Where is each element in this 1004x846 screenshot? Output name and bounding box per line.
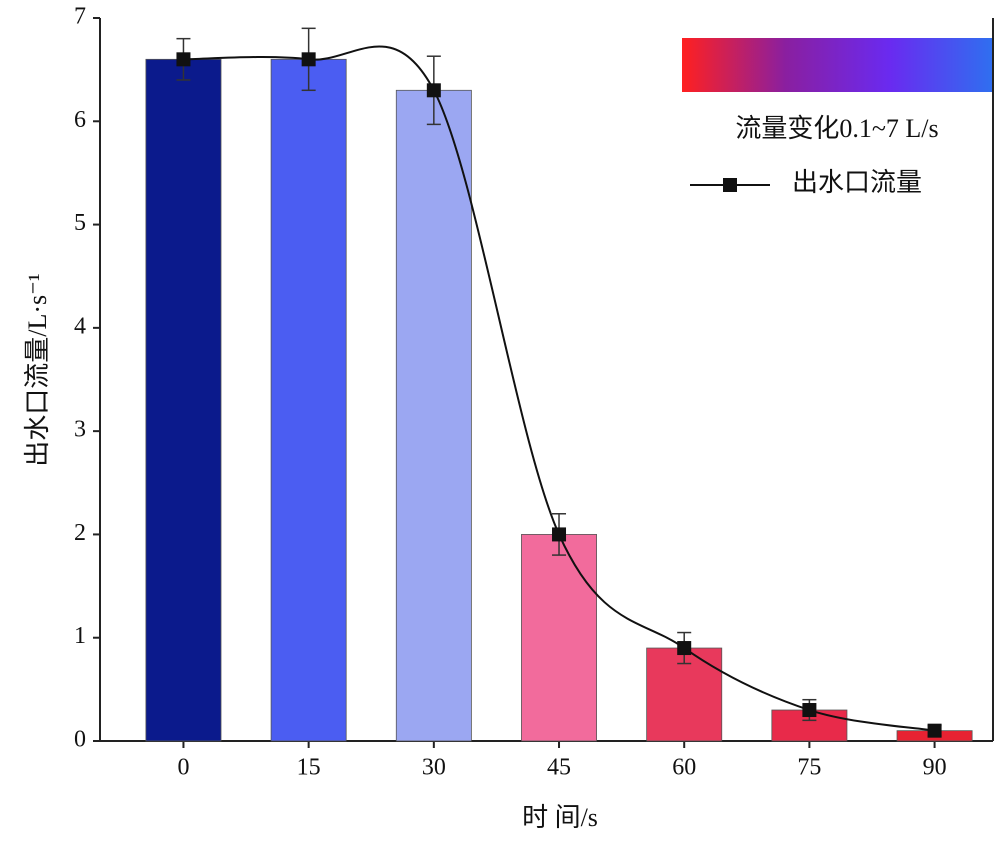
line-marker: [927, 723, 942, 738]
line-marker: [677, 641, 692, 656]
y-tick-label: 7: [74, 4, 86, 30]
bar: [395, 89, 472, 742]
legend-label: 出水口流量: [792, 168, 922, 197]
y-axis-label: 出水口流量/L·s⁻¹: [23, 273, 52, 466]
x-tick-label: 15: [297, 755, 321, 781]
y-tick-label: 1: [74, 623, 86, 649]
x-tick-label: 75: [797, 755, 821, 781]
x-tick-label: 90: [923, 755, 947, 781]
colorbar-label: 流量变化0.1~7 L/s: [735, 114, 938, 143]
bar: [145, 58, 222, 742]
x-tick-label: 30: [422, 755, 446, 781]
y-tick-label: 2: [74, 520, 86, 546]
x-tick-label: 0: [177, 755, 189, 781]
y-tick-label: 5: [74, 210, 86, 236]
legend-marker: [723, 178, 737, 192]
line-marker: [802, 703, 817, 718]
y-tick-label: 6: [74, 107, 86, 133]
x-tick-label: 45: [547, 755, 571, 781]
line-marker: [426, 83, 441, 98]
x-tick-label: 60: [672, 755, 696, 781]
line-marker: [301, 52, 316, 67]
line-marker: [552, 527, 567, 542]
y-tick-label: 4: [74, 313, 86, 339]
y-tick-label: 0: [74, 727, 86, 753]
y-tick-label: 3: [74, 417, 86, 443]
line-marker: [176, 52, 191, 67]
bar: [270, 58, 347, 742]
bar: [521, 534, 597, 742]
line: [183, 45, 935, 732]
x-axis-label: 时 间/s: [522, 803, 598, 832]
colorbar: [682, 38, 993, 92]
